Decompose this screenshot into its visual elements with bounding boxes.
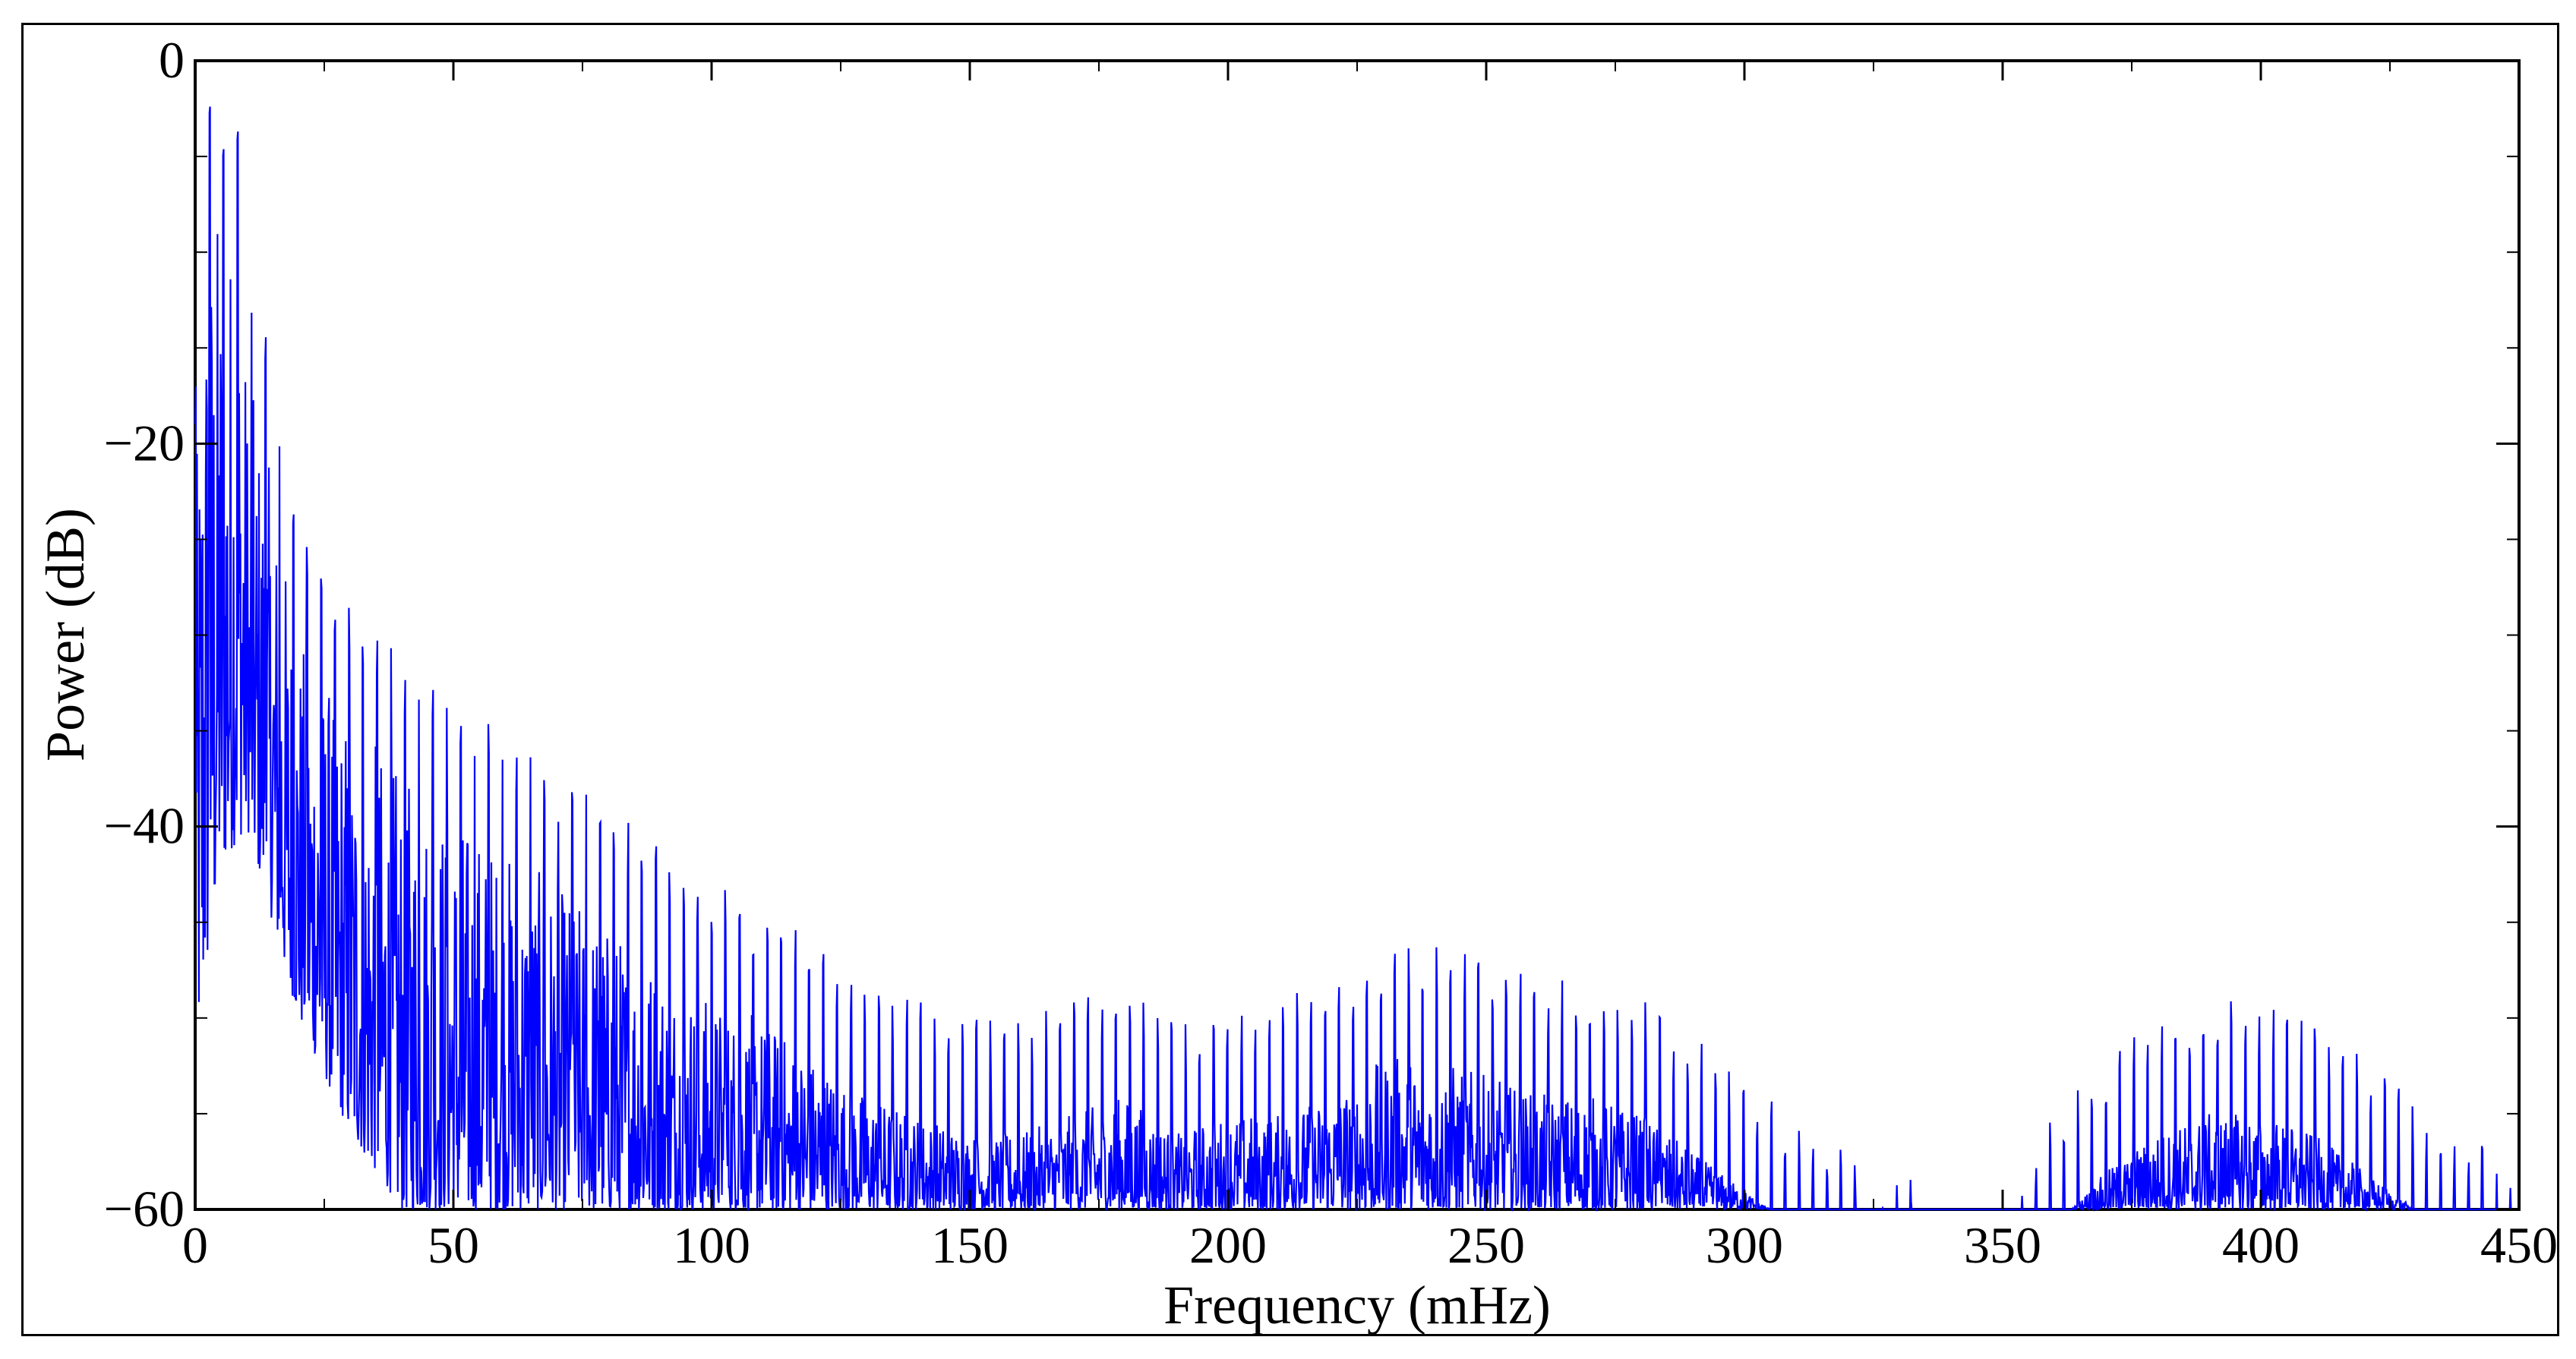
x-tick-label: 450 [2480,1216,2558,1274]
ticks-layer: 0 50 100 150 200 250 300 350 400 450 0 −20 −40 −60 [104,31,2558,1274]
x-tick-label: 200 [1189,1216,1267,1274]
y-tick-label: −40 [104,797,185,855]
spectrum-series-line [194,106,2519,1212]
x-tick-label: 150 [931,1216,1009,1274]
y-axis-label: Power (dB) [35,508,96,761]
y-tick-label: −20 [104,414,185,471]
x-tick-label: 300 [1706,1216,1783,1274]
x-tick-label: 50 [428,1216,479,1274]
x-tick-label: 350 [1964,1216,2041,1274]
x-tick-label: 0 [182,1216,208,1274]
series-layer [194,106,2519,1212]
x-tick-label: 250 [1447,1216,1525,1274]
x-tick-label: 400 [2222,1216,2300,1274]
x-axis-label: Frequency (mHz) [1163,1275,1551,1335]
y-tick-label: −60 [104,1180,185,1238]
y-tick-label: 0 [159,31,185,89]
x-tick-label: 100 [673,1216,750,1274]
